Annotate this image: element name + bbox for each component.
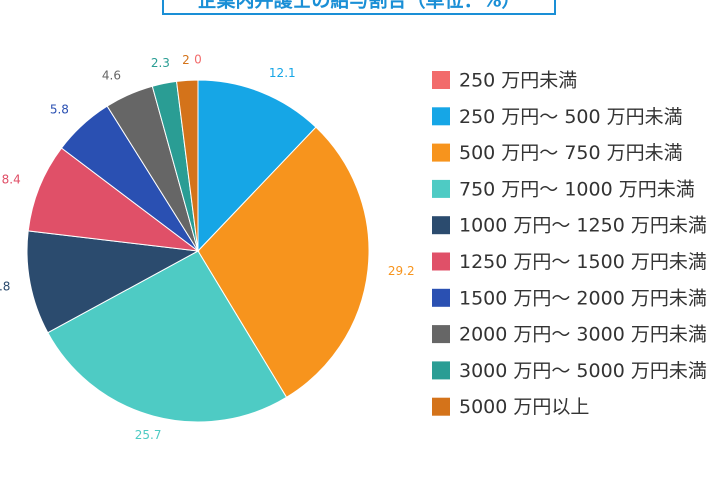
chart-title: 企業内弁護士の給与割合（単位：%） xyxy=(196,0,520,12)
pie-slice xyxy=(175,79,199,252)
legend-swatch xyxy=(432,179,450,198)
legend-label: 5000 万円以上 xyxy=(459,396,589,418)
pie-slice xyxy=(47,250,288,423)
legend-label: 3000 万円～ 5000 万円未満 xyxy=(459,360,707,382)
data-label: 8.4 xyxy=(2,172,21,186)
legend-label: 500 万円～ 750 万円未満 xyxy=(459,142,683,164)
legend-swatch xyxy=(432,325,450,344)
data-label: 2.3 xyxy=(151,56,170,70)
legend-label: 750 万円～ 1000 万円未満 xyxy=(459,178,695,200)
legend-swatch xyxy=(432,252,450,271)
legend-label: 1250 万円～ 1500 万円未満 xyxy=(459,251,707,273)
data-label: 4.6 xyxy=(102,69,121,83)
legend-label: 1000 万円～ 1250 万円未満 xyxy=(459,215,707,237)
legend-swatch xyxy=(432,216,450,235)
legend-label: 250 万円～ 500 万円未満 xyxy=(459,106,683,128)
legend-swatch xyxy=(432,361,450,380)
legend-swatch xyxy=(432,143,450,162)
legend-swatch xyxy=(432,71,450,89)
legend-label: 2000 万円～ 3000 万円未満 xyxy=(459,324,707,346)
pie-slice xyxy=(197,79,317,253)
legend-swatch xyxy=(432,397,450,416)
title-box xyxy=(162,0,556,15)
data-label: 25.7 xyxy=(135,428,162,442)
data-label: 12.1 xyxy=(269,66,296,80)
data-label: 9.8 xyxy=(0,280,10,294)
data-label: 5.8 xyxy=(50,103,69,117)
pie-slice xyxy=(27,147,200,252)
data-label: 0 xyxy=(194,53,202,67)
legend-swatch xyxy=(432,107,450,126)
pie-slice xyxy=(26,230,200,334)
legend-swatch xyxy=(432,288,450,307)
pie-slice xyxy=(197,126,370,398)
data-label: 2 xyxy=(182,53,190,67)
legend-label: 1500 万円～ 2000 万円未満 xyxy=(459,287,707,309)
data-label: 29.2 xyxy=(388,264,415,278)
legend-label: 250 万円未満 xyxy=(459,70,577,92)
